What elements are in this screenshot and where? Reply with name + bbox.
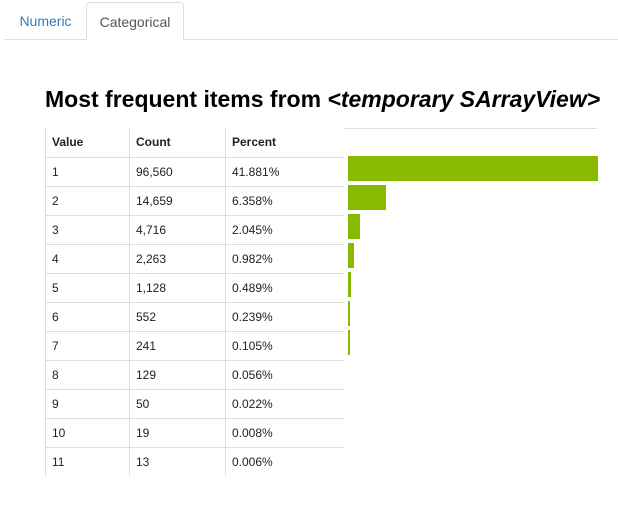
table-row: 9 50 0.022% xyxy=(45,388,344,418)
cell-count: 241 xyxy=(129,330,226,360)
tab-categorical[interactable]: Categorical xyxy=(86,2,184,41)
cell-percent: 0.982% xyxy=(225,243,344,273)
table-row: 3 4,716 2.045% xyxy=(45,214,344,244)
cell-count: 552 xyxy=(129,301,226,331)
table-row: 7 241 0.105% xyxy=(45,330,344,360)
cell-value: 4 xyxy=(45,243,130,273)
bar-2 xyxy=(348,185,386,210)
table-row: 6 552 0.239% xyxy=(45,301,344,331)
bar-column-header xyxy=(344,128,597,129)
cell-percent: 41.881% xyxy=(225,156,344,186)
cell-value: 9 xyxy=(45,388,130,418)
tab-numeric[interactable]: Numeric xyxy=(19,13,72,29)
table-header-row: Value Count Percent xyxy=(45,128,344,157)
table-row: 10 19 0.008% xyxy=(45,417,344,447)
table-row: 1 96,560 41.881% xyxy=(45,156,344,186)
table-row: 5 1,128 0.489% xyxy=(45,272,344,302)
cell-value: 1 xyxy=(45,156,130,186)
header-count: Count xyxy=(129,128,226,157)
bar-6 xyxy=(348,301,350,326)
title-prefix: Most frequent items from xyxy=(45,86,328,112)
cell-value: 2 xyxy=(45,185,130,215)
cell-value: 11 xyxy=(45,446,130,476)
cell-value: 8 xyxy=(45,359,130,389)
cell-percent: 0.008% xyxy=(225,417,344,447)
cell-count: 1,128 xyxy=(129,272,226,302)
table-row: 2 14,659 6.358% xyxy=(45,185,344,215)
cell-percent: 2.045% xyxy=(225,214,344,244)
bar-3 xyxy=(348,214,361,239)
bar-4 xyxy=(348,243,354,268)
cell-value: 7 xyxy=(45,330,130,360)
header-percent: Percent xyxy=(225,128,344,157)
cell-percent: 0.105% xyxy=(225,330,344,360)
tab-bar: Numeric Categorical xyxy=(5,0,618,41)
cell-count: 2,263 xyxy=(129,243,226,273)
header-value: Value xyxy=(45,128,130,157)
bar-1 xyxy=(348,156,598,181)
cell-count: 13 xyxy=(129,446,226,476)
cell-count: 4,716 xyxy=(129,214,226,244)
cell-percent: 0.239% xyxy=(225,301,344,331)
title-source: <temporary SArrayView> xyxy=(327,86,601,112)
bar-5 xyxy=(348,272,351,297)
cell-value: 6 xyxy=(45,301,130,331)
cell-value: 3 xyxy=(45,214,130,244)
cell-count: 19 xyxy=(129,417,226,447)
cell-percent: 6.358% xyxy=(225,185,344,215)
cell-count: 14,659 xyxy=(129,185,226,215)
cell-count: 50 xyxy=(129,388,226,418)
cell-count: 129 xyxy=(129,359,226,389)
cell-percent: 0.022% xyxy=(225,388,344,418)
cell-percent: 0.056% xyxy=(225,359,344,389)
table-row: 8 129 0.056% xyxy=(45,359,344,389)
cell-percent: 0.489% xyxy=(225,272,344,302)
cell-count: 96,560 xyxy=(129,156,226,186)
table-row: 11 13 0.006% xyxy=(45,446,344,476)
cell-value: 5 xyxy=(45,272,130,302)
table-body: 1 96,560 41.881% 2 14,659 6.358% 3 4,716 2.045% 4… xyxy=(45,156,344,476)
frequency-table: Value Count Percent 1 96,560 41.881% 2 14,65… xyxy=(45,128,344,476)
cell-percent: 0.006% xyxy=(225,446,344,476)
page-title: Most frequent items from <temporary SArr… xyxy=(45,86,600,113)
table-row: 4 2,263 0.982% xyxy=(45,243,344,273)
cell-value: 10 xyxy=(45,417,130,447)
bar-7 xyxy=(348,330,350,355)
